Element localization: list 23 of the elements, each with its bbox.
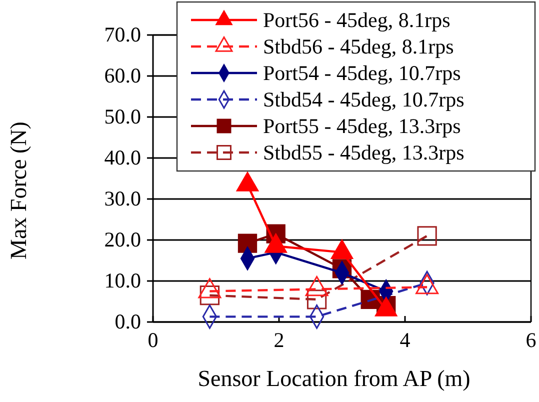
y-axis-title: Max Force (N) (6, 122, 31, 260)
legend-label: Stbd54 - 45deg, 10.7rps (263, 88, 464, 112)
legend-label: Port54 - 45deg, 10.7rps (263, 61, 461, 85)
x-tick-label: 6 (526, 328, 536, 352)
legend-label: Port55 - 45deg, 13.3rps (263, 114, 461, 138)
x-tick-label: 0 (148, 328, 158, 352)
y-tick-label: 20.0 (104, 228, 141, 252)
legend-label: Stbd55 - 45deg, 13.3rps (263, 140, 464, 164)
y-tick-label: 40.0 (104, 146, 141, 170)
y-tick-label: 0.0 (114, 310, 141, 334)
y-tick-label: 70.0 (104, 22, 141, 47)
y-tick-label: 50.0 (104, 104, 141, 129)
y-tick-label: 10.0 (104, 268, 141, 293)
point (306, 290, 327, 310)
x-tick-label: 2 (274, 328, 284, 352)
x-axis-title: Sensor Location from AP (m) (198, 366, 470, 391)
point (238, 234, 258, 253)
x-tick-label: 4 (400, 328, 411, 352)
legend-label: Port56 - 45deg, 8.1rps (263, 8, 450, 32)
y-tick-label: 30.0 (104, 186, 141, 211)
y-tick-label: 60.0 (104, 64, 141, 88)
point (417, 226, 437, 246)
legend-label: Stbd56 - 45deg, 8.1rps (263, 34, 454, 58)
